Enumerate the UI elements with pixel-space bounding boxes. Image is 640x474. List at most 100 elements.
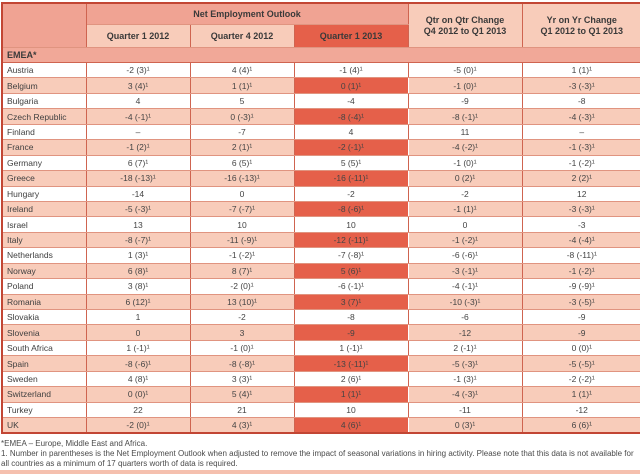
value-cell: -5 (-3)¹ bbox=[407, 355, 523, 372]
value-cell: 6 (12)¹ bbox=[85, 293, 191, 311]
value-cell: 3 (7)¹ bbox=[293, 293, 409, 311]
table-row: Norway 6 (8)¹ 8 (7)¹ 5 (6)¹ -3 (-1)¹ -1 (-2)¹ bbox=[1, 262, 640, 280]
value-cell: -10 (-3)¹ bbox=[407, 293, 523, 311]
value-cell: 0 (3)¹ bbox=[407, 417, 523, 434]
country-cell: Bulgaria bbox=[1, 92, 87, 110]
value-cell: 1 (1)¹ bbox=[521, 61, 640, 79]
yr-change-subtitle: Q1 2012 to Q1 2013 bbox=[540, 25, 624, 36]
value-cell: 11 bbox=[407, 123, 523, 141]
country-cell: Norway bbox=[1, 262, 87, 280]
value-cell: 5 (5)¹ bbox=[293, 154, 409, 172]
value-cell: 6 (5)¹ bbox=[189, 154, 295, 172]
country-cell: UK bbox=[1, 417, 87, 434]
yr-on-yr-change-header: Yr on Yr Change Q1 2012 to Q1 2013 bbox=[521, 2, 640, 48]
table-row: France -1 (2)¹ 2 (1)¹ -2 (-1)¹ -4 (-2)¹ -1 (-… bbox=[1, 139, 640, 156]
value-cell: -1 (0)¹ bbox=[407, 77, 523, 94]
country-cell: Slovakia bbox=[1, 308, 87, 326]
value-cell: 10 bbox=[293, 216, 409, 233]
value-cell: -7 bbox=[189, 123, 295, 141]
table-row: Slovenia 0 3 -9 -12 -9 bbox=[1, 324, 640, 341]
value-cell: -4 (-2)¹ bbox=[407, 139, 523, 156]
value-cell: -1 (-2)¹ bbox=[521, 154, 640, 172]
table-row: Slovakia 1 -2 -8 -6 -9 bbox=[1, 308, 640, 326]
table-row: Romania 6 (12)¹ 13 (10)¹ 3 (7)¹ -10 (-3)¹ -3 … bbox=[1, 293, 640, 311]
value-cell: -4 (-1)¹ bbox=[407, 278, 523, 295]
qtr-on-qtr-change-header: Qtr on Qtr Change Q4 2012 to Q1 2013 bbox=[407, 2, 523, 48]
value-cell: -4 (-3)¹ bbox=[407, 386, 523, 403]
value-cell: -5 (-5)¹ bbox=[521, 355, 640, 372]
value-cell: -9 bbox=[293, 324, 409, 341]
value-cell: -2 (0)¹ bbox=[189, 278, 295, 295]
table-row: Belgium 3 (4)¹ 1 (1)¹ 0 (1)¹ -1 (0)¹ -3 (-3)¹ bbox=[1, 77, 640, 94]
value-cell: -3 (-1)¹ bbox=[407, 262, 523, 280]
footnote-emea: *EMEA – Europe, Middle East and Africa. bbox=[1, 439, 148, 448]
value-cell: 1 (1)¹ bbox=[521, 386, 640, 403]
value-cell: -1 (1)¹ bbox=[407, 200, 523, 218]
table-row: Sweden 4 (8)¹ 3 (3)¹ 2 (6)¹ -1 (3)¹ -2 (-2)¹ bbox=[1, 370, 640, 388]
country-cell: Poland bbox=[1, 278, 87, 295]
value-cell: -1 (4)¹ bbox=[293, 61, 409, 79]
value-cell: -8 (-11)¹ bbox=[521, 247, 640, 264]
value-cell: -16 (-11)¹ bbox=[293, 170, 409, 187]
value-cell: -18 (-13)¹ bbox=[85, 170, 191, 187]
value-cell: -6 bbox=[407, 308, 523, 326]
value-cell: 10 bbox=[293, 401, 409, 419]
value-cell: -8 (-1)¹ bbox=[407, 108, 523, 125]
table-row: Greece -18 (-13)¹ -16 (-13)¹ -16 (-11)¹ 0 (2… bbox=[1, 170, 640, 187]
country-cell: Hungary bbox=[1, 185, 87, 202]
value-cell: -3 (-3)¹ bbox=[521, 77, 640, 94]
value-cell: -8 bbox=[293, 308, 409, 326]
employment-outlook-table: Net Employment Outlook Qtr on Qtr Change… bbox=[1, 2, 640, 434]
value-cell: -1 (0)¹ bbox=[189, 339, 295, 357]
value-cell: 0 bbox=[85, 324, 191, 341]
country-cell: Ireland bbox=[1, 200, 87, 218]
table-row: Czech Republic -4 (-1)¹ 0 (-3)¹ -8 (-4)¹ -8 … bbox=[1, 108, 640, 125]
table-row: South Africa 1 (-1)¹ -1 (0)¹ 1 (-1)¹ 2 (-1)¹… bbox=[1, 339, 640, 357]
value-cell: 2 (-1)¹ bbox=[407, 339, 523, 357]
value-cell: 5 bbox=[189, 92, 295, 110]
qtr-change-title: Qtr on Qtr Change bbox=[425, 14, 505, 25]
value-cell: -1 (-2)¹ bbox=[407, 231, 523, 249]
table-row: Austria -2 (3)¹ 4 (4)¹ -1 (4)¹ -5 (0)¹ 1 (1)¹ bbox=[1, 61, 640, 79]
value-cell: 10 bbox=[189, 216, 295, 233]
value-cell: 4 bbox=[85, 92, 191, 110]
value-cell: 8 (7)¹ bbox=[189, 262, 295, 280]
table-row: Turkey 22 21 10 -11 -12 bbox=[1, 401, 640, 419]
value-cell: -12 (-11)¹ bbox=[293, 231, 409, 249]
value-cell: -8 bbox=[521, 92, 640, 110]
value-cell: 4 (8)¹ bbox=[85, 370, 191, 388]
value-cell: 3 bbox=[189, 324, 295, 341]
value-cell: 1 (-1)¹ bbox=[85, 339, 191, 357]
value-cell: 21 bbox=[189, 401, 295, 419]
value-cell: 13 (10)¹ bbox=[189, 293, 295, 311]
value-cell: -8 (-4)¹ bbox=[293, 108, 409, 125]
table-row: Poland 3 (8)¹ -2 (0)¹ -6 (-1)¹ -4 (-1)¹ -9 (-… bbox=[1, 278, 640, 295]
country-rows: Austria -2 (3)¹ 4 (4)¹ -1 (4)¹ -5 (0)¹ 1 (1)¹… bbox=[1, 61, 640, 434]
value-cell: -1 (0)¹ bbox=[407, 154, 523, 172]
value-cell: 1 (-1)¹ bbox=[293, 339, 409, 357]
table-row: Spain -8 (-6)¹ -8 (-8)¹ -13 (-11)¹ -5 (-3)¹ -… bbox=[1, 355, 640, 372]
value-cell: -1 (-3)¹ bbox=[521, 139, 640, 156]
table-row: Italy -8 (-7)¹ -11 (-9)¹ -12 (-11)¹ -1 (-2)¹… bbox=[1, 231, 640, 249]
value-cell: 0 (1)¹ bbox=[293, 77, 409, 94]
value-cell: -4 (-3)¹ bbox=[521, 108, 640, 125]
value-cell: -1 (-2)¹ bbox=[521, 262, 640, 280]
value-cell: 6 (6)¹ bbox=[521, 417, 640, 434]
value-cell: 3 (4)¹ bbox=[85, 77, 191, 94]
value-cell: -2 (0)¹ bbox=[85, 417, 191, 434]
value-cell: -14 bbox=[85, 185, 191, 202]
value-cell: -2 (-1)¹ bbox=[293, 139, 409, 156]
value-cell: 3 (8)¹ bbox=[85, 278, 191, 295]
value-cell: -13 (-11)¹ bbox=[293, 355, 409, 372]
column-header-q1-2012: Quarter 1 2012 bbox=[85, 24, 191, 48]
value-cell: -5 (-3)¹ bbox=[85, 200, 191, 218]
corner-cell bbox=[1, 2, 87, 48]
value-cell: 1 (1)¹ bbox=[189, 77, 295, 94]
country-cell: France bbox=[1, 139, 87, 156]
value-cell: -8 (-8)¹ bbox=[189, 355, 295, 372]
value-cell: -2 bbox=[293, 185, 409, 202]
yr-change-title: Yr on Yr Change bbox=[546, 14, 617, 25]
value-cell: -8 (-7)¹ bbox=[85, 231, 191, 249]
table-row: Hungary -14 0 -2 -2 12 bbox=[1, 185, 640, 202]
